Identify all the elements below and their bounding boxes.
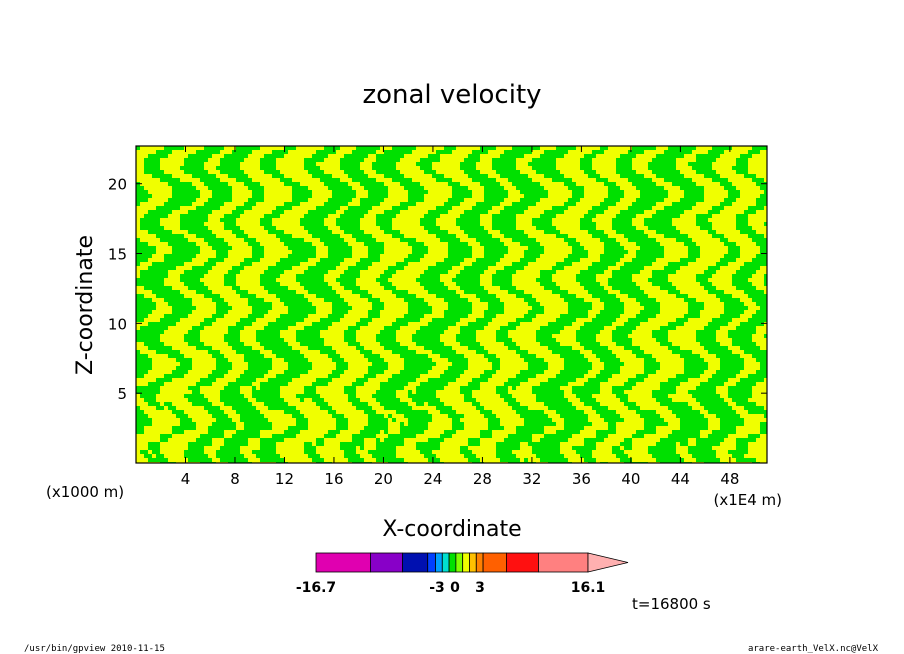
colorbar-tick-label: -3 — [429, 580, 445, 596]
x-tick-label: 8 — [230, 470, 240, 488]
y-tick-label: 10 — [108, 315, 127, 333]
x-axis-ticks: 4 8 12 16 20 24 28 32 36 40 44 48 — [181, 146, 739, 488]
x-unit-left: (x1000 m) — [46, 483, 124, 501]
x-tick-label: 4 — [181, 470, 191, 488]
plot-frame — [135, 145, 768, 464]
y-axis-label: Z-coordinate — [73, 235, 98, 375]
colorbar — [315, 552, 629, 573]
colorbar-arrow — [587, 552, 629, 573]
x-tick-label: 16 — [324, 470, 343, 488]
y-tick-label: 5 — [117, 385, 127, 403]
x-tick-label: 44 — [671, 470, 690, 488]
x-tick-label: 20 — [374, 470, 393, 488]
colorbar-segment — [369, 552, 403, 573]
colorbar-tick-label: 16.1 — [571, 580, 606, 596]
x-tick-label: 48 — [720, 470, 739, 488]
colorbar-segment — [455, 552, 464, 573]
colorbar-segment — [469, 552, 477, 573]
colorbar-segment — [462, 552, 470, 573]
x-tick-label: 32 — [522, 470, 541, 488]
colorbar-segment — [505, 552, 539, 573]
colorbar-tick-labels: -16.7 -3 0 3 16.1 — [296, 580, 605, 596]
x-tick-label: 40 — [621, 470, 640, 488]
time-label: t=16800 s — [632, 595, 711, 613]
footer-right: arare-earth_VelX.nc@VelX — [748, 644, 879, 654]
colorbar-tick-label: -16.7 — [296, 580, 336, 596]
colorbar-tick-label: 3 — [475, 580, 485, 596]
colorbar-segment — [435, 552, 443, 573]
x-tick-label: 36 — [572, 470, 591, 488]
x-tick-label: 28 — [473, 470, 492, 488]
x-tick-label: 12 — [275, 470, 294, 488]
colorbar-segment — [402, 552, 429, 573]
colorbar-segment — [475, 552, 484, 573]
footer-left: /usr/bin/gpview 2010-11-15 — [24, 644, 165, 654]
colorbar-segment — [441, 552, 450, 573]
plot-area — [136, 146, 767, 463]
colorbar-segment — [448, 552, 457, 573]
y-tick-label: 15 — [108, 246, 127, 264]
chart-title: zonal velocity — [362, 80, 541, 110]
x-unit-right: (x1E4 m) — [713, 491, 782, 509]
x-tick-label: 24 — [423, 470, 442, 488]
colorbar-segment — [482, 552, 507, 573]
x-axis-label: X-coordinate — [382, 517, 521, 542]
colorbar-segment — [538, 552, 589, 573]
y-axis-ticks: 5 10 15 20 — [108, 176, 767, 403]
field-negative — [136, 146, 767, 463]
colorbar-segment — [427, 552, 436, 573]
colorbar-segment — [315, 552, 371, 573]
y-tick-label: 20 — [108, 176, 127, 194]
colorbar-tick-label: 0 — [450, 580, 460, 596]
